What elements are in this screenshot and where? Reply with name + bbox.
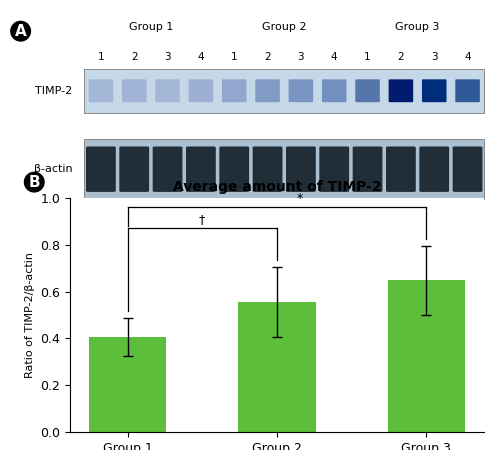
FancyBboxPatch shape xyxy=(389,79,413,102)
FancyBboxPatch shape xyxy=(119,147,149,192)
FancyBboxPatch shape xyxy=(322,79,346,102)
FancyBboxPatch shape xyxy=(89,79,113,102)
Text: B: B xyxy=(28,175,40,189)
FancyBboxPatch shape xyxy=(319,147,349,192)
FancyBboxPatch shape xyxy=(288,79,313,102)
Bar xyxy=(388,280,465,432)
FancyBboxPatch shape xyxy=(353,147,382,192)
FancyBboxPatch shape xyxy=(122,79,147,102)
Bar xyxy=(84,69,484,112)
FancyBboxPatch shape xyxy=(419,147,449,192)
FancyBboxPatch shape xyxy=(155,79,180,102)
FancyBboxPatch shape xyxy=(455,79,480,102)
Text: 3: 3 xyxy=(164,52,171,62)
Y-axis label: Ratio of TIMP-2/β-actin: Ratio of TIMP-2/β-actin xyxy=(24,252,34,378)
Text: 4: 4 xyxy=(331,52,337,62)
FancyBboxPatch shape xyxy=(355,79,380,102)
FancyBboxPatch shape xyxy=(252,147,282,192)
FancyBboxPatch shape xyxy=(453,147,483,192)
Text: 2: 2 xyxy=(131,52,138,62)
Text: *: * xyxy=(296,192,302,205)
FancyBboxPatch shape xyxy=(222,79,247,102)
FancyBboxPatch shape xyxy=(255,79,280,102)
FancyBboxPatch shape xyxy=(386,147,416,192)
Bar xyxy=(89,337,166,432)
Bar xyxy=(238,302,316,432)
FancyBboxPatch shape xyxy=(153,147,183,192)
Text: 4: 4 xyxy=(464,52,471,62)
Text: A: A xyxy=(15,24,26,39)
Text: Group 2: Group 2 xyxy=(262,22,306,32)
Text: 3: 3 xyxy=(297,52,304,62)
FancyBboxPatch shape xyxy=(422,79,447,102)
Text: Group 1: Group 1 xyxy=(129,22,173,32)
Text: 3: 3 xyxy=(431,52,438,62)
FancyBboxPatch shape xyxy=(86,147,116,192)
Text: 1: 1 xyxy=(231,52,238,62)
Title: Average amount of TIMP-2: Average amount of TIMP-2 xyxy=(173,180,381,194)
FancyBboxPatch shape xyxy=(220,147,249,192)
FancyBboxPatch shape xyxy=(189,79,213,102)
Text: 1: 1 xyxy=(364,52,371,62)
Text: β-actin: β-actin xyxy=(33,164,72,174)
Text: 2: 2 xyxy=(398,52,404,62)
Text: Group 3: Group 3 xyxy=(395,22,440,32)
Text: 4: 4 xyxy=(198,52,204,62)
Text: 2: 2 xyxy=(264,52,271,62)
Text: TIMP-2: TIMP-2 xyxy=(35,86,72,96)
FancyBboxPatch shape xyxy=(186,147,216,192)
Text: 1: 1 xyxy=(98,52,104,62)
Bar xyxy=(84,139,484,199)
Text: †: † xyxy=(199,212,206,225)
FancyBboxPatch shape xyxy=(286,147,316,192)
